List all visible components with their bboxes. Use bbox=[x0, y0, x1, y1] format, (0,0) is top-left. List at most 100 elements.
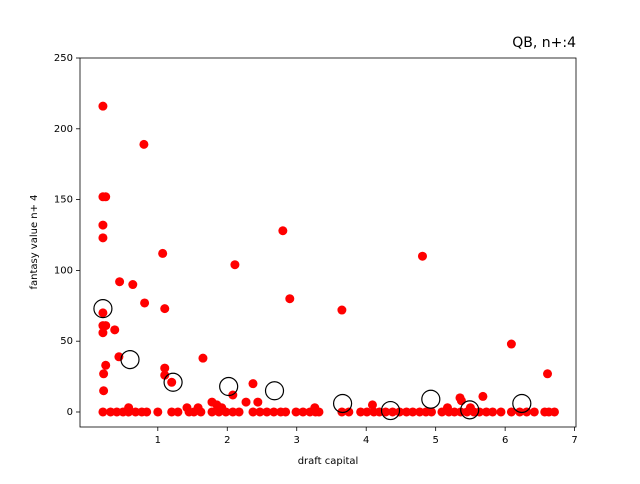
point bbox=[193, 403, 203, 413]
plot-frame bbox=[79, 57, 577, 428]
open-marker bbox=[460, 400, 480, 420]
point bbox=[285, 294, 295, 304]
x-tick-label: 7 bbox=[571, 435, 577, 446]
open-marker bbox=[512, 393, 532, 414]
point bbox=[110, 325, 120, 335]
point bbox=[381, 407, 391, 417]
point bbox=[98, 321, 108, 331]
point bbox=[488, 407, 498, 417]
point bbox=[455, 393, 465, 403]
point bbox=[543, 369, 553, 379]
point bbox=[401, 407, 411, 417]
point bbox=[417, 251, 427, 261]
point bbox=[217, 403, 227, 413]
point bbox=[481, 407, 491, 417]
point bbox=[248, 379, 258, 389]
point bbox=[478, 391, 488, 401]
open-marker bbox=[332, 393, 353, 414]
point bbox=[465, 403, 475, 413]
y-tick-label: 200 bbox=[54, 124, 73, 135]
point bbox=[98, 233, 108, 243]
point bbox=[139, 139, 149, 149]
point bbox=[344, 407, 354, 417]
point bbox=[427, 407, 437, 417]
x-axis-label: draft capital bbox=[298, 456, 359, 467]
point bbox=[230, 260, 240, 270]
point bbox=[99, 386, 109, 396]
point bbox=[182, 403, 192, 413]
point bbox=[98, 308, 108, 318]
x-tick-label: 3 bbox=[294, 435, 300, 446]
point bbox=[207, 407, 217, 417]
point bbox=[158, 248, 168, 258]
point bbox=[255, 407, 265, 417]
point bbox=[131, 407, 141, 417]
point bbox=[291, 407, 301, 417]
point bbox=[298, 407, 308, 417]
point bbox=[415, 407, 425, 417]
point bbox=[248, 407, 258, 417]
point bbox=[101, 360, 111, 370]
point bbox=[160, 370, 170, 380]
point bbox=[506, 339, 516, 349]
point bbox=[167, 377, 177, 387]
point bbox=[99, 369, 109, 379]
y-tick-label: 100 bbox=[54, 265, 73, 276]
y-tick-label: 150 bbox=[54, 195, 73, 206]
open-marker bbox=[219, 376, 239, 397]
point bbox=[356, 407, 366, 417]
open-marker bbox=[93, 299, 113, 319]
chart-title: QB, n+:4 bbox=[512, 35, 576, 51]
point bbox=[506, 407, 516, 417]
point bbox=[408, 407, 418, 417]
point bbox=[106, 407, 116, 417]
point bbox=[442, 403, 452, 413]
point bbox=[173, 407, 183, 417]
point bbox=[241, 397, 251, 407]
x-tick-label: 1 bbox=[155, 435, 161, 446]
y-tick-label: 250 bbox=[54, 53, 73, 64]
open-marker bbox=[120, 350, 140, 370]
point bbox=[98, 101, 108, 111]
point bbox=[160, 363, 170, 373]
point bbox=[115, 277, 125, 287]
point bbox=[101, 192, 111, 202]
y-tick-label: 0 bbox=[67, 407, 73, 418]
point bbox=[367, 400, 377, 410]
point bbox=[388, 407, 398, 417]
point bbox=[124, 403, 134, 413]
point bbox=[529, 407, 539, 417]
x-tick-label: 5 bbox=[432, 435, 438, 446]
point bbox=[160, 304, 170, 314]
point bbox=[142, 407, 152, 417]
point bbox=[253, 397, 263, 407]
open-marker bbox=[380, 400, 401, 421]
point bbox=[234, 407, 244, 417]
point bbox=[262, 407, 272, 417]
x-tick-label: 6 bbox=[502, 435, 508, 446]
point bbox=[167, 407, 177, 417]
point bbox=[496, 407, 506, 417]
point bbox=[153, 407, 163, 417]
point bbox=[112, 407, 122, 417]
point bbox=[228, 407, 238, 417]
point bbox=[98, 407, 108, 417]
y-tick-label: 50 bbox=[60, 336, 73, 347]
point bbox=[98, 328, 108, 338]
point bbox=[337, 305, 347, 315]
point bbox=[362, 407, 372, 417]
point bbox=[140, 298, 150, 308]
open-marker bbox=[163, 372, 183, 392]
open-marker bbox=[421, 389, 441, 409]
open-marker bbox=[264, 381, 285, 401]
point bbox=[449, 407, 459, 417]
point bbox=[310, 403, 320, 413]
point bbox=[281, 407, 291, 417]
point bbox=[98, 220, 108, 230]
x-tick-label: 2 bbox=[224, 435, 230, 446]
y-axis-label: fantasy value n+ 4 bbox=[29, 194, 40, 289]
x-tick-label: 4 bbox=[363, 435, 369, 446]
point bbox=[549, 407, 559, 417]
point bbox=[278, 226, 288, 236]
